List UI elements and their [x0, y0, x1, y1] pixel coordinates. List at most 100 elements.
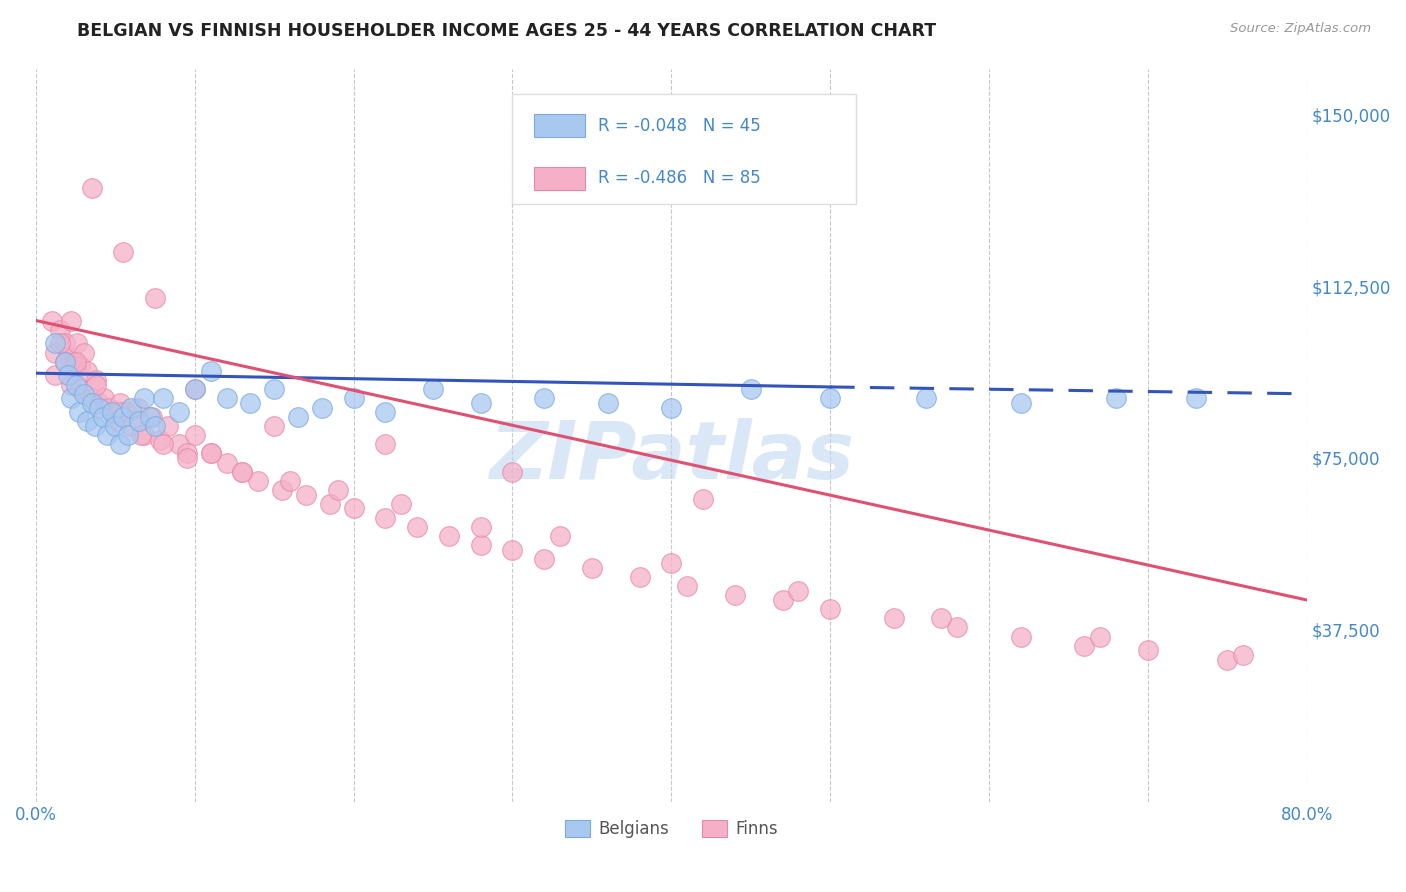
Point [1105, 392, 1128, 406]
Point [139, 409, 162, 424]
Point [104, 414, 127, 428]
Text: ZIPatlas: ZIPatlas [489, 418, 853, 496]
Point [108, 396, 131, 410]
Point [132, 428, 155, 442]
Point [295, 487, 318, 501]
Point [44, 345, 66, 359]
Point [278, 474, 301, 488]
Point [271, 483, 294, 497]
Point [132, 392, 155, 406]
Point [1010, 630, 1032, 644]
Point [114, 405, 136, 419]
Point [247, 474, 270, 488]
Point [374, 405, 396, 419]
Point [215, 392, 238, 406]
Point [117, 428, 139, 442]
Point [1010, 396, 1032, 410]
Bar [534, 167, 585, 190]
Point [1136, 643, 1159, 657]
Point [143, 291, 166, 305]
Point [89, 401, 111, 415]
Point [772, 593, 794, 607]
Point [72, 386, 94, 401]
Point [108, 437, 131, 451]
Point [231, 465, 253, 479]
Point [1073, 639, 1095, 653]
Point [63, 355, 86, 369]
Point [69, 359, 91, 374]
Point [200, 446, 222, 460]
Point [724, 588, 747, 602]
Point [581, 561, 603, 575]
Point [176, 446, 198, 460]
Point [263, 418, 285, 433]
Point [628, 570, 651, 584]
Point [406, 519, 429, 533]
Point [56, 368, 79, 383]
Point [787, 583, 810, 598]
Point [44, 336, 66, 351]
Point [167, 437, 190, 451]
Point [53, 355, 76, 369]
Point [184, 382, 207, 396]
Point [59, 313, 82, 327]
Bar [534, 114, 585, 137]
Point [53, 355, 76, 369]
Legend: Belgians, Finns: Belgians, Finns [558, 813, 785, 845]
Point [53, 336, 76, 351]
Point [120, 418, 142, 433]
Point [215, 456, 238, 470]
Point [128, 414, 150, 428]
Point [44, 368, 66, 383]
Point [184, 428, 207, 442]
Point [470, 396, 492, 410]
Point [41, 313, 63, 327]
Point [80, 396, 103, 410]
Point [167, 405, 190, 419]
Point [59, 377, 82, 392]
Point [141, 409, 163, 424]
Point [931, 611, 953, 625]
Point [470, 519, 492, 533]
Point [437, 529, 460, 543]
Point [96, 428, 118, 442]
Point [84, 377, 107, 392]
Point [80, 180, 103, 194]
Point [76, 364, 98, 378]
Point [883, 611, 905, 625]
Point [374, 437, 396, 451]
Point [596, 396, 619, 410]
Point [326, 483, 349, 497]
Point [1232, 648, 1254, 662]
Point [389, 497, 412, 511]
Point [65, 359, 87, 374]
Point [89, 396, 111, 410]
Point [946, 620, 969, 634]
Point [98, 401, 121, 415]
Point [76, 414, 98, 428]
Point [80, 392, 103, 406]
Point [239, 396, 262, 410]
Point [65, 355, 87, 369]
Point [502, 465, 524, 479]
Point [101, 405, 124, 419]
Point [83, 418, 105, 433]
Point [740, 382, 762, 396]
Text: BELGIAN VS FINNISH HOUSEHOLDER INCOME AGES 25 - 44 YEARS CORRELATION CHART: BELGIAN VS FINNISH HOUSEHOLDER INCOME AG… [77, 22, 936, 40]
Point [287, 409, 309, 424]
Point [692, 492, 714, 507]
Point [343, 392, 366, 406]
FancyBboxPatch shape [513, 95, 856, 204]
Point [49, 336, 72, 351]
Point [127, 401, 149, 415]
Point [107, 405, 129, 419]
Text: Source: ZipAtlas.com: Source: ZipAtlas.com [1230, 22, 1371, 36]
Point [84, 373, 107, 387]
Point [470, 538, 492, 552]
Point [67, 405, 90, 419]
Point [120, 401, 142, 415]
Point [548, 529, 571, 543]
Point [311, 401, 333, 415]
Point [502, 542, 524, 557]
Point [143, 418, 166, 433]
